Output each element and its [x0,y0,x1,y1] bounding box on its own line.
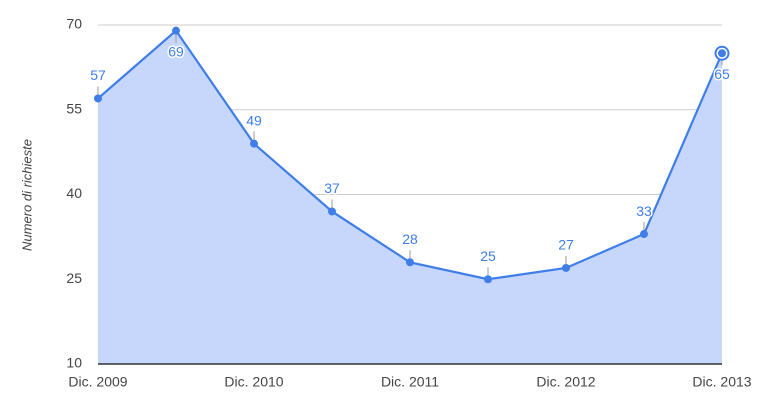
area [98,30,722,365]
point [328,207,336,216]
y-tick-label: 70 [66,16,82,32]
data-label: 33 [636,203,652,219]
x-tick-label: Dic. 2010 [224,374,283,390]
y-tick-label: 40 [66,185,82,201]
point [406,258,414,267]
data-label: 69 [168,43,184,59]
data-label: 49 [246,112,262,128]
point [172,26,180,35]
y-tick-label: 55 [66,100,82,116]
data-label: 27 [558,237,574,253]
data-label: 25 [480,248,496,264]
x-tick-label: Dic. 2012 [536,374,595,390]
point [562,263,570,272]
point [640,230,648,239]
data-label: 57 [90,67,106,83]
y-tick-label: 25 [66,270,82,286]
x-tick-label: Dic. 2013 [692,374,751,390]
data-label: 28 [402,231,418,247]
data-label: 65 [714,66,730,82]
point [94,94,102,103]
x-tick-label: Dic. 2009 [68,374,127,390]
y-tick-label: 10 [66,355,82,371]
point [484,275,492,284]
y-axis-title: Numero di richieste [19,139,34,251]
point [250,139,258,148]
point [718,49,726,58]
x-tick-label: Dic. 2011 [381,374,439,390]
data-label: 37 [324,180,340,196]
